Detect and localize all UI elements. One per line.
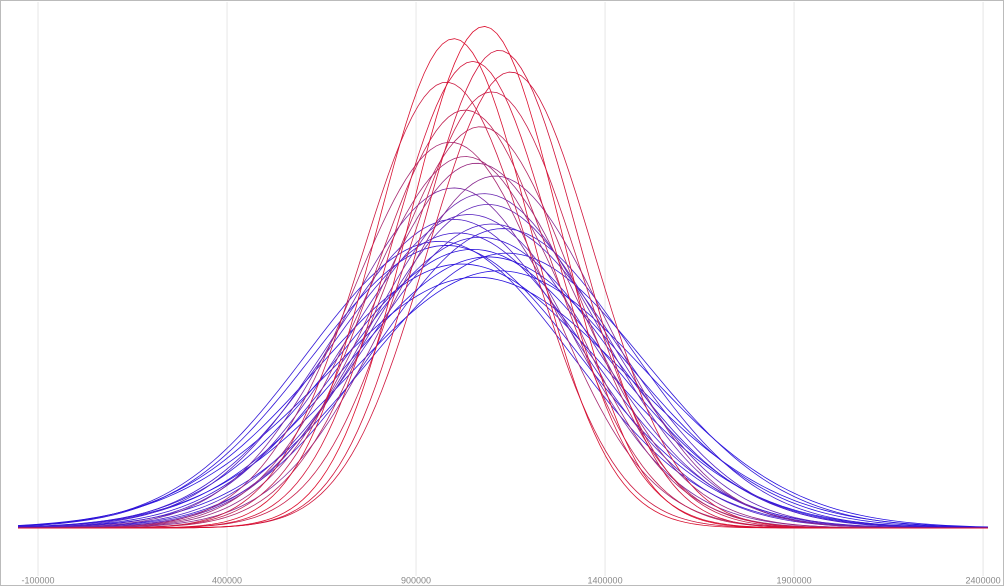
density-curve [18,156,988,529]
density-curve [18,50,988,529]
density-curve [17,214,989,529]
density-curve [17,270,989,528]
density-curve [18,38,988,529]
density-curve [17,263,989,529]
density-curve [17,223,989,529]
density-curve [17,252,989,528]
x-tick-label: 900000 [401,575,431,585]
density-curve [17,232,989,529]
density-curve [18,175,988,529]
density-curve [18,81,988,529]
density-curve [18,61,988,529]
density-curve [17,141,988,529]
density-curve [17,241,989,529]
density-curve [17,187,988,529]
density-curve [17,248,989,529]
density-curve [17,218,989,529]
density-curve [18,71,988,529]
x-tick-label: -100000 [22,575,55,585]
density-curve [17,193,988,529]
density-curve [17,228,989,529]
density-curve [17,245,989,529]
density-curve [18,91,988,529]
density-curve [17,276,989,528]
density-curve [17,204,988,529]
x-tick-label: 1900000 [777,575,812,585]
density-curve [17,162,988,529]
density-curve [18,126,988,529]
x-tick-label: 1400000 [588,575,623,585]
x-tick-label: 2400000 [966,575,1001,585]
density-curve [18,109,988,529]
density-curve [18,26,988,529]
density-curve [17,256,989,528]
x-tick-label: 400000 [212,575,242,585]
